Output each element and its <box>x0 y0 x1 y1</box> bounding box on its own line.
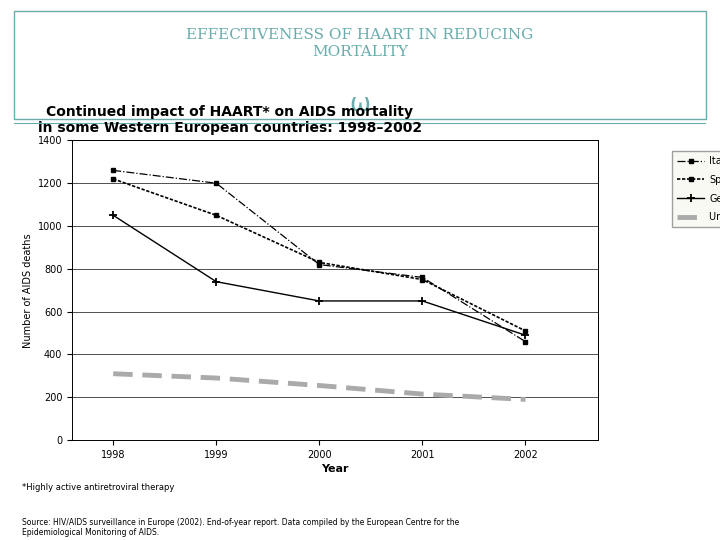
Germany <box>212 279 220 285</box>
Spain <box>212 212 220 219</box>
Text: ω: ω <box>349 92 371 116</box>
Y-axis label: Number of AIDS deaths: Number of AIDS deaths <box>24 233 34 348</box>
Italy <box>212 180 220 186</box>
Line: United Kingdom: United Kingdom <box>113 374 526 400</box>
United Kingdom <box>315 382 324 389</box>
United Kingdom <box>418 391 427 397</box>
Line: Spain: Spain <box>111 177 528 333</box>
Germany <box>315 298 324 304</box>
Line: Germany: Germany <box>109 211 530 339</box>
Text: *Highly active antiretroviral therapy: *Highly active antiretroviral therapy <box>22 483 174 492</box>
Germany <box>521 332 530 339</box>
Spain <box>109 176 117 182</box>
Italy <box>418 274 427 281</box>
Spain <box>521 328 530 334</box>
Spain <box>315 259 324 266</box>
Title: Continued impact of HAART* on AIDS mortality
in some Western European countries:: Continued impact of HAART* on AIDS morta… <box>37 105 422 135</box>
X-axis label: Year: Year <box>321 464 348 474</box>
United Kingdom <box>212 375 220 381</box>
Italy <box>315 261 324 268</box>
Germany <box>109 212 117 219</box>
Line: Italy: Italy <box>111 168 528 344</box>
Germany <box>418 298 427 304</box>
United Kingdom <box>521 396 530 403</box>
Legend: Italy, Spain, Germany, United Kingdom: Italy, Spain, Germany, United Kingdom <box>672 151 720 227</box>
Text: Source: HIV/AIDS surveillance in Europe (2002). End-of-year report. Data compile: Source: HIV/AIDS surveillance in Europe … <box>22 518 459 537</box>
Italy <box>521 339 530 345</box>
Text: EFFECTIVENESS OF HAART IN REDUCING
MORTALITY: EFFECTIVENESS OF HAART IN REDUCING MORTA… <box>186 28 534 59</box>
Spain <box>418 276 427 283</box>
United Kingdom <box>109 370 117 377</box>
Italy <box>109 167 117 174</box>
